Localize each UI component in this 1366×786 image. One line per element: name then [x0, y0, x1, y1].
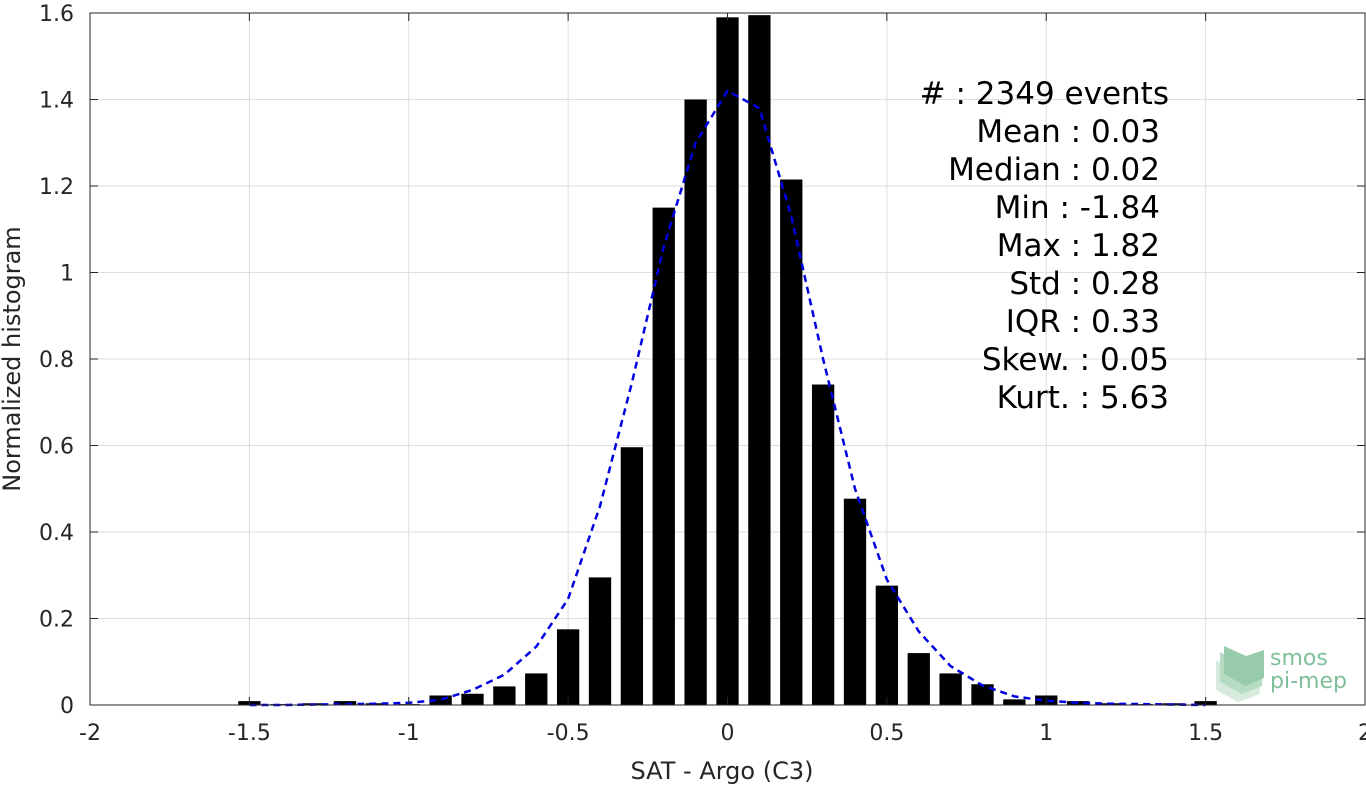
x-tick-label: 0.5 — [869, 721, 904, 746]
y-tick-label: 1 — [60, 262, 74, 287]
stat-mean: Mean : 0.03 — [976, 114, 1160, 150]
histogram-bar — [556, 629, 580, 705]
histogram-bar — [780, 179, 803, 705]
stat-skew: Skew. : 0.05 — [982, 342, 1169, 378]
stat-iqr: IQR : 0.33 — [1006, 304, 1160, 340]
histogram-bar — [525, 673, 548, 705]
histogram-bar — [493, 686, 516, 705]
histogram-bar — [365, 703, 389, 705]
y-tick-label: 0.6 — [39, 435, 74, 460]
x-tick-label: -2 — [79, 721, 101, 746]
histogram-bar — [875, 585, 899, 705]
stat-count: # : 2349 events — [920, 76, 1169, 112]
x-axis-label: SAT - Argo (C3) — [631, 757, 814, 785]
histogram-bar — [333, 701, 357, 705]
histogram-bar — [684, 99, 707, 705]
x-tick-label: 1 — [1039, 721, 1053, 746]
x-tick-label: 2 — [1358, 721, 1366, 746]
histogram-bar — [939, 673, 962, 705]
stat-std: Std : 0.28 — [1009, 266, 1160, 302]
histogram-bar — [971, 684, 994, 705]
x-tick-label: -1 — [398, 721, 420, 746]
y-tick-label: 1.2 — [39, 175, 74, 200]
histogram-bar — [461, 693, 484, 705]
stat-max: Max : 1.82 — [997, 228, 1160, 264]
histogram-bar — [716, 17, 739, 705]
histogram-bar — [748, 15, 771, 706]
x-tick-labels: -2 -1.5 -1 -0.5 0 0.5 1 1.5 2 — [79, 721, 1366, 746]
histogram-bar — [429, 695, 452, 705]
y-tick-label: 1.6 — [39, 2, 74, 27]
histogram-bar — [620, 447, 644, 705]
statistics-annotation: # : 2349 events Mean : 0.03 Median : 0.0… — [920, 76, 1169, 416]
smos-pi-mep-logo: smos pi-mep — [1216, 646, 1347, 702]
logo-text-pi-mep: pi-mep — [1270, 669, 1347, 694]
logo-emblem-icon — [1216, 646, 1264, 702]
stat-median: Median : 0.02 — [948, 152, 1160, 188]
histogram-bar — [652, 207, 675, 705]
y-axis-label: Normalized histogram — [0, 226, 26, 491]
x-tick-label: 0 — [721, 721, 735, 746]
histogram-bar — [1003, 699, 1026, 705]
x-tick-label: 1.5 — [1188, 721, 1223, 746]
logo-text-smos: smos — [1270, 646, 1328, 671]
y-tick-label: 1.4 — [39, 89, 74, 114]
histogram-bar — [907, 653, 930, 705]
y-tick-label: 0.8 — [39, 348, 74, 373]
y-tick-label: 0.2 — [39, 608, 74, 633]
x-tick-label: -1.5 — [228, 721, 271, 746]
stat-kurt: Kurt. : 5.63 — [997, 380, 1169, 416]
x-tick-label: -0.5 — [547, 721, 590, 746]
y-tick-label: 0.4 — [39, 521, 74, 546]
axis-ticks — [89, 12, 1366, 706]
histogram-bar — [843, 498, 867, 705]
histogram-bar — [588, 577, 612, 705]
y-tick-labels: 0 0.2 0.4 0.6 0.8 1 1.2 1.4 1.6 — [39, 2, 74, 719]
stat-min: Min : -1.84 — [995, 190, 1160, 226]
histogram-bar — [811, 384, 835, 705]
y-tick-label: 0 — [60, 694, 74, 719]
